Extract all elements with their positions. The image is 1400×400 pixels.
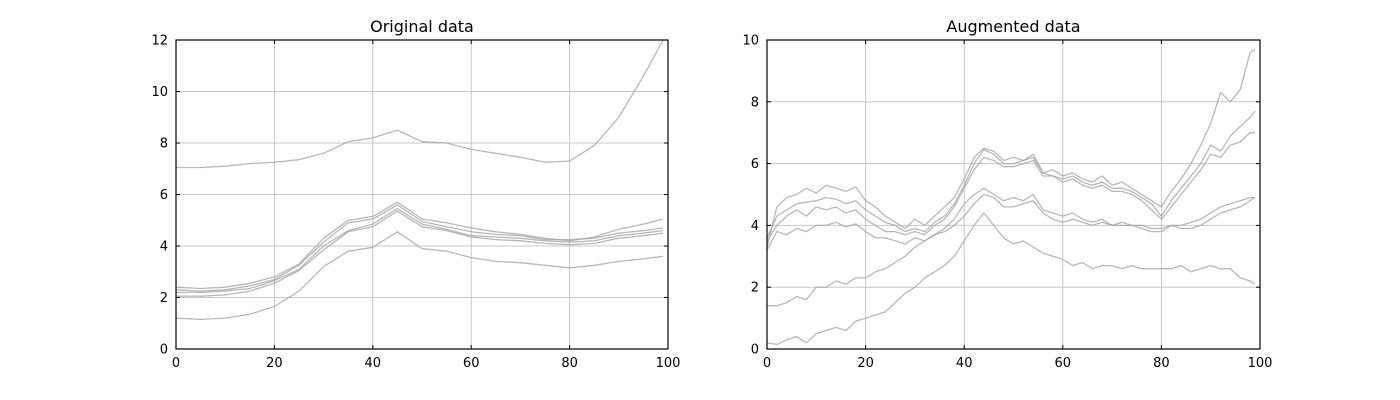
y-tick-label: 10 [742,34,759,49]
x-tick-label: 40 [365,356,382,371]
x-tick-label: 40 [956,356,973,371]
series-line-3 [766,132,1256,242]
x-tick-label: 20 [857,356,874,371]
augmented-data-panel: 0 20 40 60 80 100 0 2 4 6 8 10 Augmented data [742,17,1272,371]
x-tick-label: 0 [763,356,771,371]
y-tick-label: 8 [751,95,759,110]
x-tick-label: 0 [172,356,180,371]
y-tick-label: 0 [751,343,759,358]
x-tick-label: 80 [561,356,578,371]
y-tick-label: 2 [751,281,759,296]
chart-title: Augmented data [946,17,1080,36]
series-line-2 [175,201,664,290]
series-line-2 [766,110,1256,239]
series-line-4 [766,187,1256,251]
x-tick-label: 20 [266,356,283,371]
x-tick-label: 60 [1055,356,1072,371]
plot-frame [766,39,1261,350]
series-line-6 [175,231,664,321]
y-tick-label: 4 [751,219,759,234]
x-tick-label: 100 [1248,356,1273,371]
series-line-1 [176,39,664,169]
original-data-panel: 0 20 40 60 80 100 0 2 4 6 8 10 12 Original data [151,17,680,371]
series-line-3 [175,204,664,292]
x-tick-label: 60 [463,356,480,371]
series-line-5 [176,210,664,297]
x-tick-label: 100 [656,356,681,371]
y-tick-label: 12 [151,34,168,49]
y-tick-label: 0 [160,343,168,358]
y-tick-label: 6 [751,157,759,172]
series-line-4 [176,208,664,294]
y-tick-label: 2 [160,291,168,306]
y-tick-label: 10 [151,85,168,100]
y-tick-label: 6 [160,188,168,203]
series-line-5 [767,193,1256,307]
y-tick-label: 4 [160,240,168,255]
series-line-6 [766,212,1256,346]
series-line-1 [766,48,1256,248]
x-tick-label: 80 [1153,356,1170,371]
chart-title: Original data [370,17,474,36]
y-tick-label: 8 [160,137,168,152]
